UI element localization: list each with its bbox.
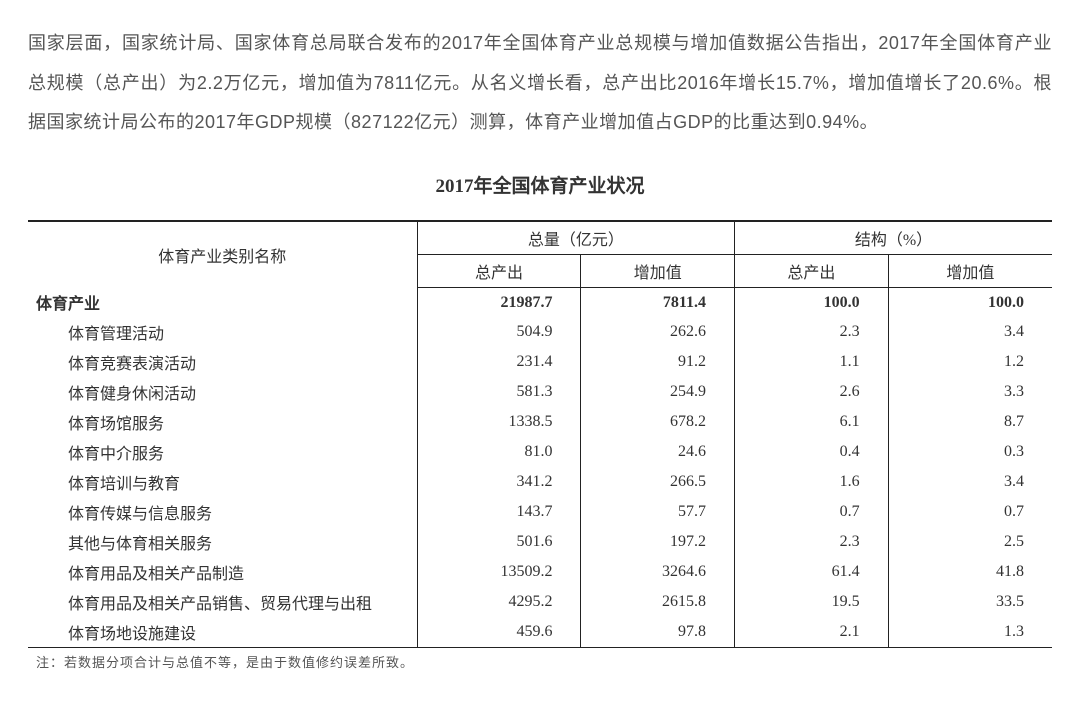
cell-value: 1338.5 bbox=[417, 407, 581, 437]
cell-value: 2.5 bbox=[888, 527, 1052, 557]
col-header-added-pct: 增加值 bbox=[888, 254, 1052, 287]
cell-value: 21987.7 bbox=[417, 287, 581, 317]
cell-value: 262.6 bbox=[581, 317, 735, 347]
cell-value: 501.6 bbox=[417, 527, 581, 557]
table-body: 体育产业21987.77811.4100.0100.0体育管理活动504.926… bbox=[28, 287, 1052, 648]
cell-value: 33.5 bbox=[888, 587, 1052, 617]
col-header-name: 体育产业类别名称 bbox=[28, 221, 417, 288]
cell-name: 体育竞赛表演活动 bbox=[28, 347, 417, 377]
col-group-structure: 结构（%） bbox=[735, 221, 1052, 255]
table-row: 体育用品及相关产品销售、贸易代理与出租4295.22615.819.533.5 bbox=[28, 587, 1052, 617]
table-row: 体育管理活动504.9262.62.33.4 bbox=[28, 317, 1052, 347]
table-row: 体育竞赛表演活动231.491.21.11.2 bbox=[28, 347, 1052, 377]
cell-value: 13509.2 bbox=[417, 557, 581, 587]
table-row: 体育产业21987.77811.4100.0100.0 bbox=[28, 287, 1052, 317]
table-row: 其他与体育相关服务501.6197.22.32.5 bbox=[28, 527, 1052, 557]
cell-value: 266.5 bbox=[581, 467, 735, 497]
cell-value: 1.2 bbox=[888, 347, 1052, 377]
cell-value: 231.4 bbox=[417, 347, 581, 377]
cell-value: 81.0 bbox=[417, 437, 581, 467]
cell-value: 1.1 bbox=[735, 347, 889, 377]
table-row: 体育传媒与信息服务143.757.70.70.7 bbox=[28, 497, 1052, 527]
col-header-output-pct: 总产出 bbox=[735, 254, 889, 287]
table-row: 体育场地设施建设459.697.82.11.3 bbox=[28, 617, 1052, 648]
cell-value: 581.3 bbox=[417, 377, 581, 407]
header-row-1: 体育产业类别名称 总量（亿元） 结构（%） bbox=[28, 221, 1052, 255]
intro-paragraph: 国家层面，国家统计局、国家体育总局联合发布的2017年全国体育产业总规模与增加值… bbox=[28, 24, 1052, 143]
cell-value: 341.2 bbox=[417, 467, 581, 497]
cell-name: 体育健身休闲活动 bbox=[28, 377, 417, 407]
cell-value: 254.9 bbox=[581, 377, 735, 407]
cell-value: 57.7 bbox=[581, 497, 735, 527]
cell-value: 3.4 bbox=[888, 317, 1052, 347]
cell-value: 6.1 bbox=[735, 407, 889, 437]
cell-value: 97.8 bbox=[581, 617, 735, 648]
cell-name: 体育中介服务 bbox=[28, 437, 417, 467]
table-title: 2017年全国体育产业状况 bbox=[28, 171, 1052, 198]
cell-value: 100.0 bbox=[735, 287, 889, 317]
cell-value: 0.7 bbox=[735, 497, 889, 527]
cell-value: 2.1 bbox=[735, 617, 889, 648]
cell-value: 678.2 bbox=[581, 407, 735, 437]
cell-value: 19.5 bbox=[735, 587, 889, 617]
cell-value: 0.4 bbox=[735, 437, 889, 467]
cell-value: 3.4 bbox=[888, 467, 1052, 497]
cell-value: 2615.8 bbox=[581, 587, 735, 617]
cell-value: 1.3 bbox=[888, 617, 1052, 648]
cell-name: 其他与体育相关服务 bbox=[28, 527, 417, 557]
cell-value: 8.7 bbox=[888, 407, 1052, 437]
cell-name: 体育传媒与信息服务 bbox=[28, 497, 417, 527]
col-group-total: 总量（亿元） bbox=[417, 221, 734, 255]
sports-industry-table: 体育产业类别名称 总量（亿元） 结构（%） 总产出 增加值 总产出 增加值 体育… bbox=[28, 220, 1052, 649]
cell-value: 197.2 bbox=[581, 527, 735, 557]
cell-value: 2.3 bbox=[735, 527, 889, 557]
table-row: 体育中介服务81.024.60.40.3 bbox=[28, 437, 1052, 467]
cell-value: 100.0 bbox=[888, 287, 1052, 317]
cell-value: 459.6 bbox=[417, 617, 581, 648]
table-footnote: 注：若数据分项合计与总值不等，是由于数值修约误差所致。 bbox=[28, 648, 1052, 671]
cell-value: 143.7 bbox=[417, 497, 581, 527]
cell-value: 504.9 bbox=[417, 317, 581, 347]
cell-value: 41.8 bbox=[888, 557, 1052, 587]
cell-value: 2.6 bbox=[735, 377, 889, 407]
cell-value: 2.3 bbox=[735, 317, 889, 347]
col-header-added: 增加值 bbox=[581, 254, 735, 287]
cell-name: 体育用品及相关产品销售、贸易代理与出租 bbox=[28, 587, 417, 617]
cell-name: 体育培训与教育 bbox=[28, 467, 417, 497]
table-row: 体育用品及相关产品制造13509.23264.661.441.8 bbox=[28, 557, 1052, 587]
cell-value: 3.3 bbox=[888, 377, 1052, 407]
cell-name: 体育场馆服务 bbox=[28, 407, 417, 437]
table-row: 体育培训与教育341.2266.51.63.4 bbox=[28, 467, 1052, 497]
cell-value: 7811.4 bbox=[581, 287, 735, 317]
cell-value: 0.3 bbox=[888, 437, 1052, 467]
table-row: 体育健身休闲活动581.3254.92.63.3 bbox=[28, 377, 1052, 407]
cell-value: 61.4 bbox=[735, 557, 889, 587]
col-header-output: 总产出 bbox=[417, 254, 581, 287]
cell-name: 体育产业 bbox=[28, 287, 417, 317]
cell-value: 0.7 bbox=[888, 497, 1052, 527]
cell-name: 体育管理活动 bbox=[28, 317, 417, 347]
cell-value: 24.6 bbox=[581, 437, 735, 467]
table-row: 体育场馆服务1338.5678.26.18.7 bbox=[28, 407, 1052, 437]
cell-value: 3264.6 bbox=[581, 557, 735, 587]
cell-value: 4295.2 bbox=[417, 587, 581, 617]
cell-name: 体育用品及相关产品制造 bbox=[28, 557, 417, 587]
cell-value: 91.2 bbox=[581, 347, 735, 377]
cell-value: 1.6 bbox=[735, 467, 889, 497]
cell-name: 体育场地设施建设 bbox=[28, 617, 417, 648]
